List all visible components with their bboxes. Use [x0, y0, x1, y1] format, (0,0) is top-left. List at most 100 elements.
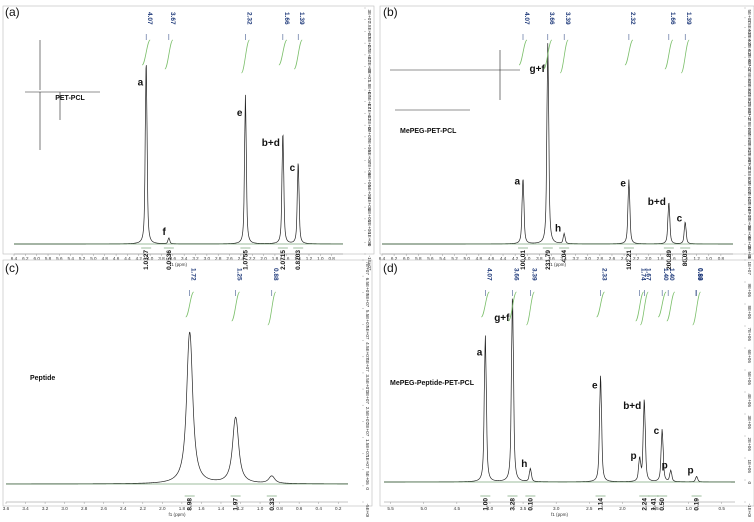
integration-value: 1.00 — [482, 498, 489, 511]
integration-curve — [141, 39, 151, 66]
x-tick-label: 0.8 — [718, 256, 725, 261]
integration-value: 2.24 — [641, 498, 648, 511]
x-tick-label: 1.6 — [669, 256, 676, 261]
peak-assignment-label: b+d — [648, 197, 666, 208]
x-axis-label: f1 (ppm) — [549, 262, 567, 267]
x-tick-label: 6.2 — [22, 256, 29, 261]
integration-value: 1.97 — [233, 498, 240, 511]
x-tick-label: 4.8 — [102, 256, 109, 261]
y-tick-label: 3E+06 — [747, 416, 752, 430]
x-tick-label: 4.5 — [454, 506, 461, 511]
peak-ppm-label: 3.66 — [512, 268, 519, 281]
panel-frame — [379, 259, 754, 507]
x-tick-label: 3.0 — [585, 256, 592, 261]
y-tick-label: 3.4E+07 — [747, 88, 752, 106]
y-tick-label: 1E+07 — [365, 455, 370, 469]
x-tick-label: 1.2 — [306, 256, 313, 261]
integration-curve — [666, 291, 676, 322]
integration-curve — [278, 39, 288, 66]
peak-assignment-label: c — [677, 214, 683, 225]
y-tick-label: 1.6E+07 — [367, 92, 372, 110]
x-tick-label: 4.4 — [124, 256, 131, 261]
sample-label: MePEG-PET-PCL — [400, 128, 457, 135]
integration-value: 80.03 — [682, 250, 689, 267]
panel-tag: (b) — [383, 5, 398, 19]
peak-assignment-label: a — [138, 78, 144, 89]
panel-frame — [2, 259, 373, 507]
x-tick-label: 4.6 — [488, 256, 495, 261]
y-tick-label: 3.6E+07 — [747, 78, 752, 96]
sample-label: Peptide — [30, 375, 55, 382]
peak-ppm-label: 0.88 — [272, 268, 279, 281]
integration-curve — [480, 291, 490, 318]
y-tick-label: 1.8E+07 — [367, 80, 372, 98]
x-tick-label: 3.2 — [572, 256, 579, 261]
peak-assignment-label: g+f — [494, 313, 510, 324]
x-tick-label: 3.8 — [158, 256, 165, 261]
y-tick-label: 1.2E+07 — [747, 196, 752, 214]
x-tick-label: 1.4 — [681, 256, 688, 261]
peak-ppm-label: 1.72 — [190, 268, 197, 281]
peak-ppm-label: 1.66 — [669, 12, 676, 25]
x-tick-label: 3.4 — [181, 256, 188, 261]
y-tick-label: 4.8E+07 — [747, 19, 752, 37]
y-tick-label: 5E+06 — [365, 471, 370, 485]
x-tick-label: 2.0 — [645, 256, 652, 261]
x-tick-label: 3.6 — [548, 256, 555, 261]
x-tick-label: 0.2 — [335, 506, 342, 511]
x-tick-label: 2.0 — [159, 506, 166, 511]
peak-ppm-label: 2.33 — [601, 268, 608, 281]
peak-ppm-label: 3.66 — [548, 12, 555, 25]
x-tick-label: 2.4 — [238, 256, 245, 261]
nmr-panel-3: (c) 3.6 3.4 3.2 3.0 2.8 2.6 2.4 2.2 2.0 1.8 1.6 1.4 1… — [2, 259, 373, 519]
integration-curve — [508, 291, 517, 322]
y-tick-label: 2E+06 — [747, 438, 752, 452]
y-tick-label: 4E+07 — [365, 358, 370, 372]
nmr-panel-4: (d) 5.5 5.0 4.5 4.0 3.5 3.0 2.5 2.0 1.5 1.0 0.5 f1 (… — [379, 259, 754, 519]
integration-curve — [639, 291, 649, 326]
x-tick-label: 0.5 — [719, 506, 726, 511]
y-tick-label: 2E+07 — [367, 68, 372, 82]
peak-assignment-label: e — [620, 178, 626, 189]
x-tick-label: 0.8 — [276, 506, 283, 511]
y-tick-label: 5E+06 — [747, 372, 752, 386]
x-tick-label: 2.2 — [633, 256, 640, 261]
x-tick-label: 2.6 — [101, 506, 108, 511]
x-tick-label: 1.2 — [693, 256, 700, 261]
y-tick-label: 3E+07 — [365, 391, 370, 405]
y-tick-label: 5E+07 — [747, 10, 752, 24]
x-tick-label: 2.8 — [81, 506, 88, 511]
integration-value: 0.19 — [694, 498, 701, 511]
x-tick-label: 1.8 — [179, 506, 186, 511]
x-tick-label: 1.8 — [657, 256, 664, 261]
y-tick-label: 2E+06 — [747, 246, 752, 260]
integration-curve — [518, 39, 528, 66]
integration-curve — [525, 291, 535, 326]
panel-frame — [2, 5, 375, 255]
y-tick-label: 4E+06 — [747, 236, 752, 250]
y-tick-label: 1.4E+07 — [367, 103, 372, 121]
x-tick-label: 2.2 — [249, 256, 256, 261]
y-tick-label: 4.4E+07 — [747, 39, 752, 57]
x-tick-label: 4.8 — [476, 256, 483, 261]
integration-curve — [635, 291, 645, 322]
panel-tag: (a) — [5, 5, 20, 19]
x-tick-label: 0.6 — [296, 506, 303, 511]
peak-assignment-label: b+d — [623, 401, 641, 412]
x-tick-label: 3.4 — [22, 506, 29, 511]
x-tick-label: 4.2 — [136, 256, 143, 261]
integration-curve — [657, 291, 667, 318]
y-tick-label: 1E+06 — [367, 232, 372, 246]
peak-assignment-label: c — [654, 426, 660, 437]
y-tick-label: 3.8E+07 — [747, 69, 752, 87]
y-tick-label: 1.8E+07 — [747, 167, 752, 185]
y-tick-label: 3E+07 — [747, 108, 752, 122]
y-tick-label: 1.6E+07 — [747, 177, 752, 195]
panel-tag: (c) — [5, 261, 19, 275]
peak-assignment-label: p — [687, 465, 693, 476]
y-tick-label: 6E+06 — [747, 350, 752, 364]
peak-assignment-label: a — [477, 348, 483, 359]
y-tick-label: 2.8E+07 — [747, 118, 752, 136]
x-tick-label: 1.0 — [685, 506, 692, 511]
